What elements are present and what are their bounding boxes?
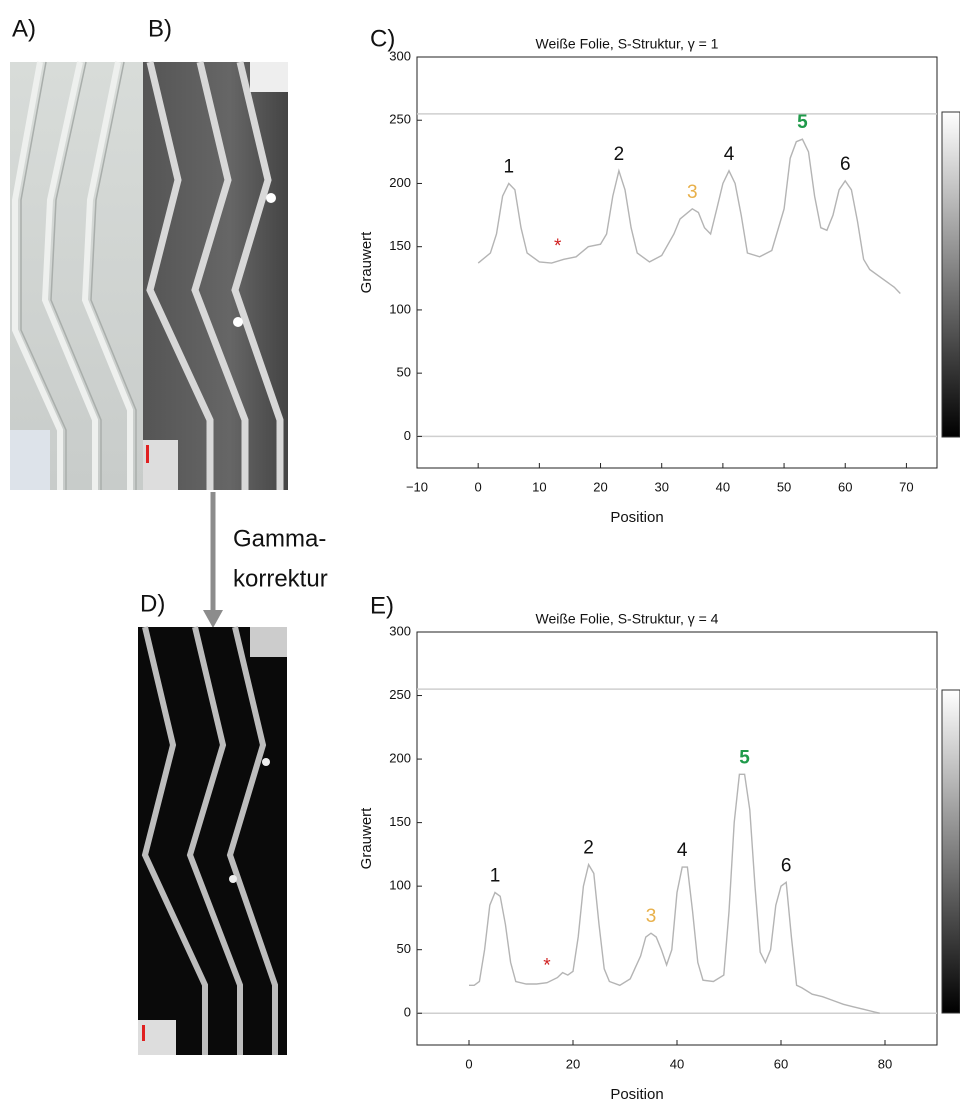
colorbar [941,689,960,1014]
annotation: 5 [797,112,808,133]
image-d [138,626,287,1055]
x-axis-label: Position [610,1086,663,1103]
x-tick-label: 50 [777,479,791,494]
annotation: 2 [614,144,625,165]
y-tick-label: 300 [389,623,411,638]
x-tick-label: 0 [475,479,482,494]
annotation: 3 [687,182,698,203]
panel-label: B) [148,15,172,42]
y-tick-label: 250 [389,112,411,127]
annotation: * [554,236,562,257]
y-tick-label: 0 [404,1005,411,1020]
x-tick-label: 20 [566,1056,580,1071]
x-tick-label: 70 [899,479,913,494]
y-tick-label: 0 [404,428,411,443]
annotation: 6 [781,855,792,876]
y-tick-label: 200 [389,175,411,190]
panel-label: A) [12,15,36,42]
arrow-label: Gamma- [233,525,326,552]
annotation: 4 [677,840,688,861]
annotation: 3 [646,906,657,927]
annotation: * [543,956,551,977]
y-tick-label: 100 [389,301,411,316]
line [469,773,880,1014]
annotation: 6 [840,154,851,175]
x-tick-label: 10 [532,479,546,494]
x-tick-label: −10 [406,479,428,494]
arrow [203,492,223,628]
x-tick-label: 20 [593,479,607,494]
y-tick-label: 100 [389,878,411,893]
annotation: 5 [739,747,750,768]
panel-label: E) [370,592,394,619]
plot-frame [416,56,938,469]
colorbar [941,111,960,438]
y-axis-label: Grauwert [358,231,375,294]
annotation: 4 [724,144,735,165]
x-tick-label: 60 [838,479,852,494]
y-tick-label: 150 [389,814,411,829]
y-tick-label: 50 [397,941,411,956]
y-axis-label: Grauwert [358,807,375,870]
annotation: 2 [583,838,594,859]
x-tick-label: 0 [465,1056,472,1071]
panel-label: D) [140,590,165,617]
chart-title: Weiße Folie, S-Struktur, γ = 1 [536,36,719,52]
x-tick-label: 60 [774,1056,788,1071]
y-tick-label: 50 [397,365,411,380]
line [477,138,901,294]
panel-label: C) [370,25,395,52]
y-tick-label: 200 [389,751,411,766]
plot-frame [416,631,938,1046]
annotation: 1 [490,866,501,887]
image-b [143,61,288,490]
y-tick-label: 150 [389,238,411,253]
x-tick-label: 40 [670,1056,684,1071]
y-tick-label: 300 [389,48,411,63]
chart-title: Weiße Folie, S-Struktur, γ = 4 [536,611,719,627]
y-tick-label: 250 [389,687,411,702]
image-a [10,61,145,490]
arrow-label: korrektur [233,565,328,592]
annotation: 1 [503,156,514,177]
x-tick-label: 80 [878,1056,892,1071]
x-tick-label: 30 [654,479,668,494]
x-axis-label: Position [610,509,663,526]
x-tick-label: 40 [716,479,730,494]
